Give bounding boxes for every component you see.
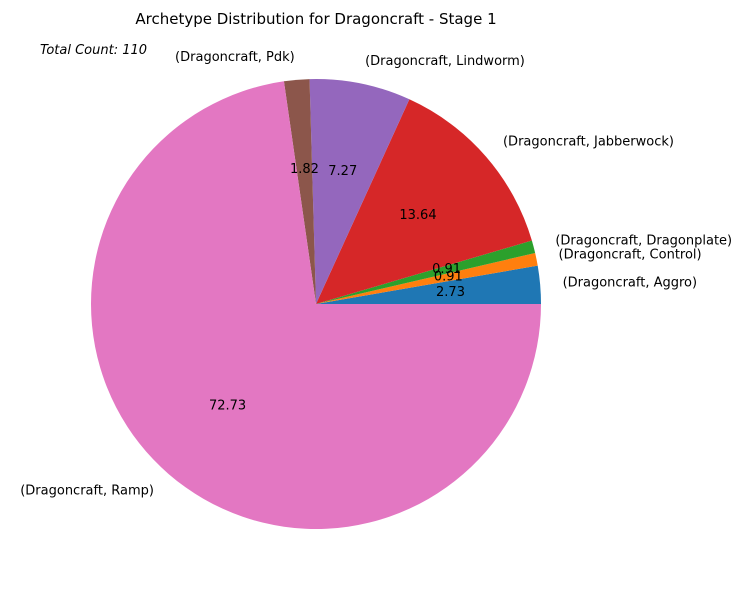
slice-value-label: 2.73: [436, 285, 465, 300]
slice-labels: (Dragoncraft, Aggro) (Dragoncraft, Contro…: [20, 50, 732, 499]
slice-value-label: 0.91: [432, 262, 461, 277]
slice-value-label: 7.27: [328, 164, 357, 179]
chart-title: Archetype Distribution for Dragoncraft -…: [135, 10, 496, 28]
total-count-annotation: Total Count: 110: [40, 43, 147, 58]
slice-label: (Dragoncraft, Jabberwock): [503, 134, 674, 149]
pie-slice: [309, 79, 410, 304]
pie-slice: [316, 99, 532, 305]
slice-value-label: 72.73: [209, 399, 246, 414]
slice-value-label: 1.82: [290, 162, 319, 177]
pie-slices: [91, 79, 541, 530]
slice-label: (Dragoncraft, Lindworm): [365, 54, 525, 69]
slice-value-label: 0.91: [434, 270, 463, 285]
pie-slice: [316, 265, 541, 304]
pie-slice: [283, 79, 316, 305]
slice-label: (Dragoncraft, Ramp): [20, 484, 154, 499]
slice-label: (Dragoncraft, Aggro): [563, 275, 698, 290]
pie-slice: [316, 240, 536, 304]
slice-label: (Dragoncraft, Dragonplate): [555, 234, 732, 249]
slice-label: (Dragoncraft, Pdk): [175, 50, 295, 65]
slice-value-label: 13.64: [399, 208, 436, 223]
pie-slice: [91, 81, 541, 530]
pie-slice: [316, 252, 538, 304]
slice-label: (Dragoncraft, Control): [559, 247, 702, 262]
